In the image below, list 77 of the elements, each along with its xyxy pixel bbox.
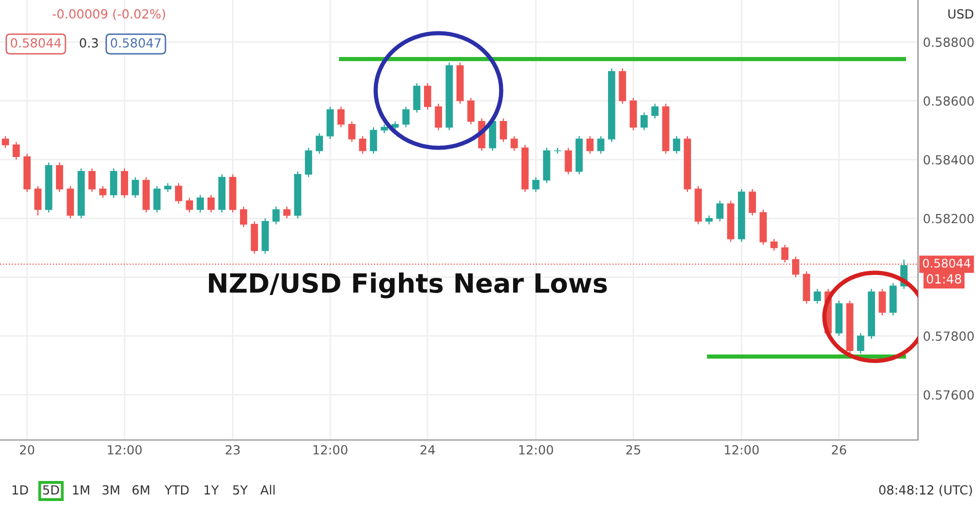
candlestick xyxy=(564,147,572,175)
text: NZD/USD Fights Near Lows xyxy=(208,272,607,298)
candlestick xyxy=(34,185,42,216)
candlestick xyxy=(348,120,356,143)
candlestick xyxy=(770,238,778,252)
candlestick xyxy=(99,185,106,198)
candlestick xyxy=(781,244,788,264)
x-tick-label: 25 xyxy=(626,445,640,455)
candlestick xyxy=(208,194,215,214)
candlestick xyxy=(402,106,410,128)
candlestick xyxy=(272,206,280,225)
candlestick xyxy=(597,136,604,154)
candlestick xyxy=(153,185,161,214)
text: 5D xyxy=(43,485,60,495)
x-tick-label: 12:00 xyxy=(724,445,759,455)
text: 01:48 xyxy=(926,274,962,284)
candlestick xyxy=(88,168,96,192)
x-tick-label: 12:00 xyxy=(314,445,348,455)
candlestick xyxy=(434,103,442,131)
candlestick xyxy=(304,147,312,178)
candlestick xyxy=(510,136,518,152)
ref-line-label: 0.58044 xyxy=(922,258,970,268)
text: All xyxy=(260,484,275,494)
text: 6M xyxy=(132,485,150,495)
candlestick xyxy=(878,288,886,316)
candlestick xyxy=(316,132,323,154)
y-tick-label: 0.58400 xyxy=(924,155,974,165)
annotation: 0.58044 xyxy=(10,38,61,48)
text: 1D xyxy=(12,485,28,494)
x-tick-label: 26 xyxy=(832,445,846,455)
y-tick-label: 0.58200 xyxy=(924,214,974,224)
candlestick xyxy=(120,168,128,198)
candlestick xyxy=(132,176,139,198)
candlestick xyxy=(337,106,345,128)
x-tick-label: 24 xyxy=(420,445,435,454)
text: YTD xyxy=(164,485,189,494)
candlestick xyxy=(716,200,724,222)
annotation: -0.00009 (-0.02%) xyxy=(52,8,166,20)
candlestick xyxy=(500,118,507,143)
candlestick xyxy=(2,136,10,148)
candlestick xyxy=(640,112,648,131)
text: 1M xyxy=(73,485,90,494)
y-tick-label: 0.57800 xyxy=(924,331,974,341)
candlestick xyxy=(857,332,864,354)
candlestick xyxy=(110,168,118,198)
annotation: 0.58047 xyxy=(110,38,161,48)
text: 08:48:12 (UTC) xyxy=(879,484,972,496)
candlestick xyxy=(370,126,378,154)
candlestick xyxy=(814,288,821,304)
candlestick xyxy=(359,136,366,154)
text: 3M xyxy=(102,485,120,495)
x-tick-label: 12:00 xyxy=(519,445,554,455)
candlestick xyxy=(186,197,194,214)
candlestick xyxy=(672,136,680,154)
y-tick-label: 0.57600 xyxy=(924,390,974,400)
candlestick xyxy=(283,206,290,219)
x-tick-label: 12:00 xyxy=(108,445,142,455)
candlestick xyxy=(56,162,64,192)
text: 5Y xyxy=(233,485,248,495)
candlestick xyxy=(196,194,204,214)
text: 1Y xyxy=(204,485,219,494)
candlestick xyxy=(467,97,475,125)
y-tick-label: 0.58800 xyxy=(924,38,974,47)
candlestick xyxy=(748,188,756,216)
y-tick-label: 0.58600 xyxy=(924,96,974,106)
candlestick xyxy=(240,206,248,228)
candlestick xyxy=(12,141,20,160)
candlestick xyxy=(586,136,594,154)
candlestick xyxy=(413,82,420,114)
y-axis-title: USD xyxy=(948,9,974,19)
candlestick xyxy=(424,82,432,110)
x-tick-label: 20 xyxy=(20,445,34,455)
annotation: 0.3 xyxy=(80,38,98,48)
candlestick xyxy=(532,176,540,192)
candlestick xyxy=(175,182,182,204)
candlestick xyxy=(651,103,659,120)
x-tick-label: 23 xyxy=(226,445,240,455)
